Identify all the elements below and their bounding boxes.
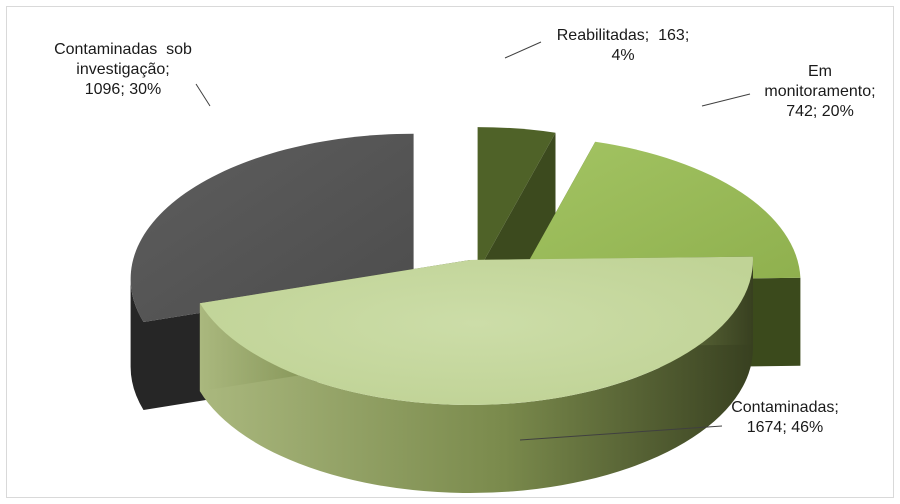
data-label-line: Em xyxy=(808,63,832,80)
data-label-line: monitoramento; xyxy=(764,83,876,100)
leader-line xyxy=(504,41,542,59)
leader-line xyxy=(195,83,211,107)
slice-top-face xyxy=(517,141,801,282)
data-label-contaminadas: Contaminadas; 1674; 46% xyxy=(700,398,870,438)
pie-slice-contaminadas xyxy=(199,256,753,494)
data-label-line: Reabilitadas; 163; xyxy=(556,27,690,44)
data-label-line: 4% xyxy=(611,47,635,64)
data-label-em-monitoramento: Em monitoramento; 742; 20% xyxy=(745,62,895,122)
chart-border xyxy=(6,6,894,498)
data-label-line: Contaminadas; xyxy=(731,399,839,416)
data-label-line: 1674; 46% xyxy=(746,419,824,436)
data-label-line: investigação; xyxy=(76,61,170,78)
slice-top-face xyxy=(199,256,753,405)
slice-side-wall xyxy=(199,260,753,494)
data-label-contaminadas-sob-investiga-o: Contaminadas sob investigação; 1096; 30% xyxy=(28,40,218,100)
data-label-line: 742; 20% xyxy=(786,103,854,120)
data-label-line: Contaminadas sob xyxy=(54,41,192,58)
data-label-reabilitadas: Reabilitadas; 163; 4% xyxy=(538,26,708,66)
leader-line xyxy=(519,425,723,441)
slice-side-wall xyxy=(130,278,144,410)
slice-top-face xyxy=(130,133,414,322)
leader-line xyxy=(701,93,751,107)
slice-top-face xyxy=(477,127,556,273)
data-label-line: 1096; 30% xyxy=(84,81,162,98)
